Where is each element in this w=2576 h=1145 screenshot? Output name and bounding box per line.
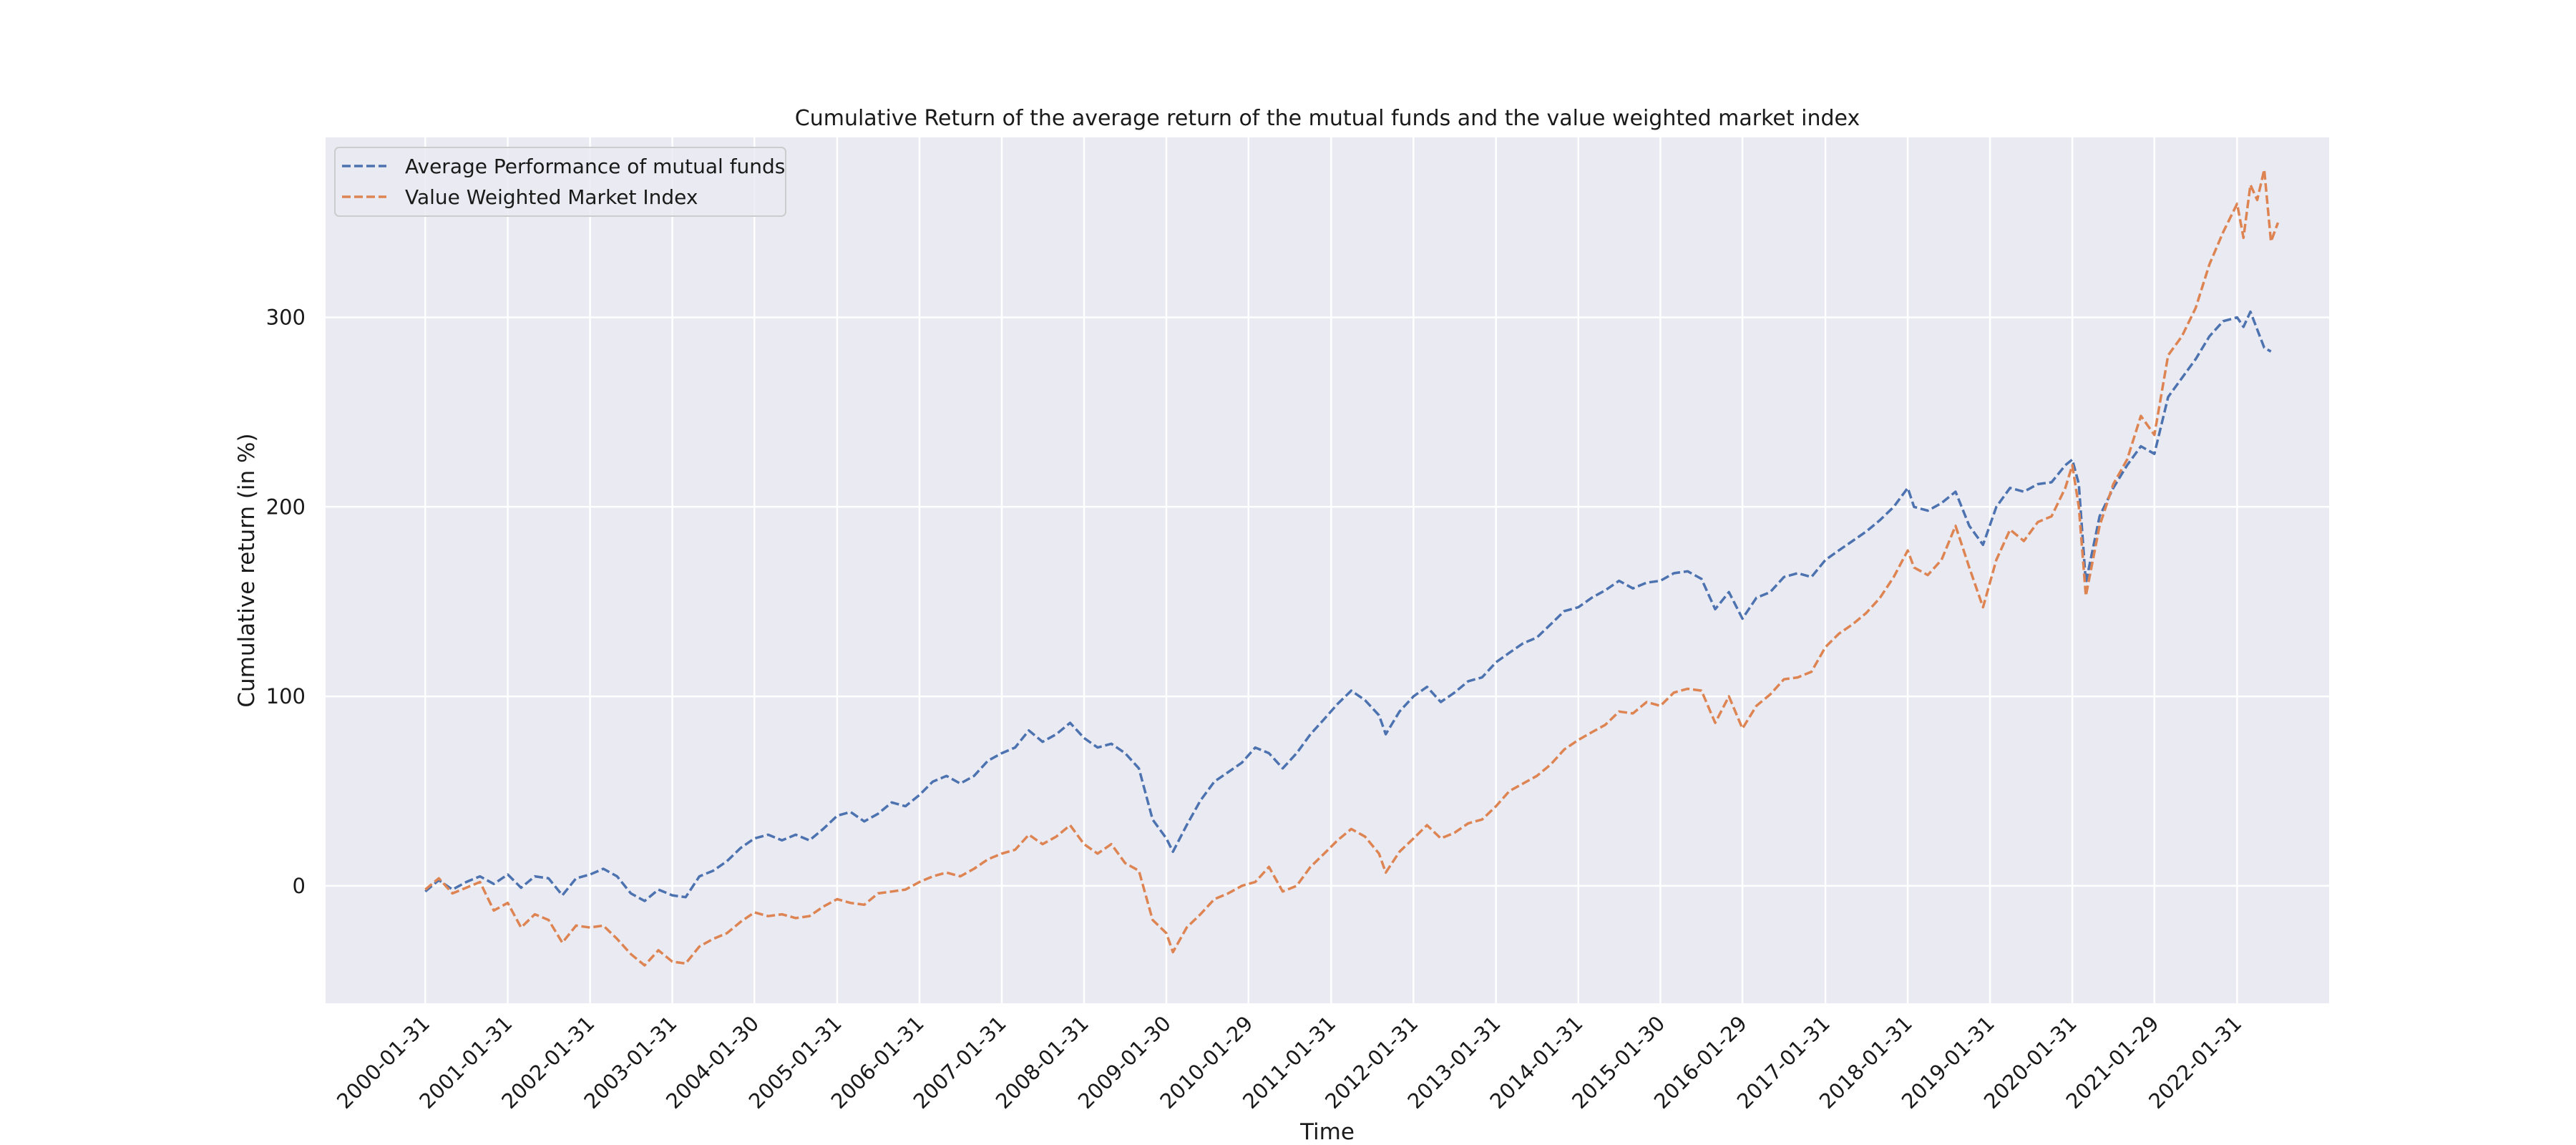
chart-title: Cumulative Return of the average return …: [795, 106, 1860, 131]
legend-label-market-index: Value Weighted Market Index: [405, 185, 698, 209]
y-tick-labels: 0 100 200 300: [266, 306, 306, 898]
plot-area: [326, 137, 2329, 1003]
legend-label-mutual-funds: Average Performance of mutual funds: [405, 155, 785, 178]
series-layer: [424, 168, 2280, 967]
y-tick-label: 300: [266, 306, 306, 330]
y-tick-label: 0: [293, 874, 306, 898]
series-line-market-index: [424, 168, 2280, 967]
y-tick-label: 200: [266, 494, 306, 519]
series-line-mutual-funds: [424, 310, 2272, 902]
x-gridlines: [424, 137, 2238, 1003]
x-axis-label: Time: [1299, 1119, 1355, 1145]
y-axis-label: Cumulative return (in %): [234, 433, 260, 707]
legend: Average Performance of mutual funds Valu…: [334, 147, 786, 217]
y-tick-label: 100: [266, 684, 306, 708]
legend-frame: [334, 147, 786, 217]
